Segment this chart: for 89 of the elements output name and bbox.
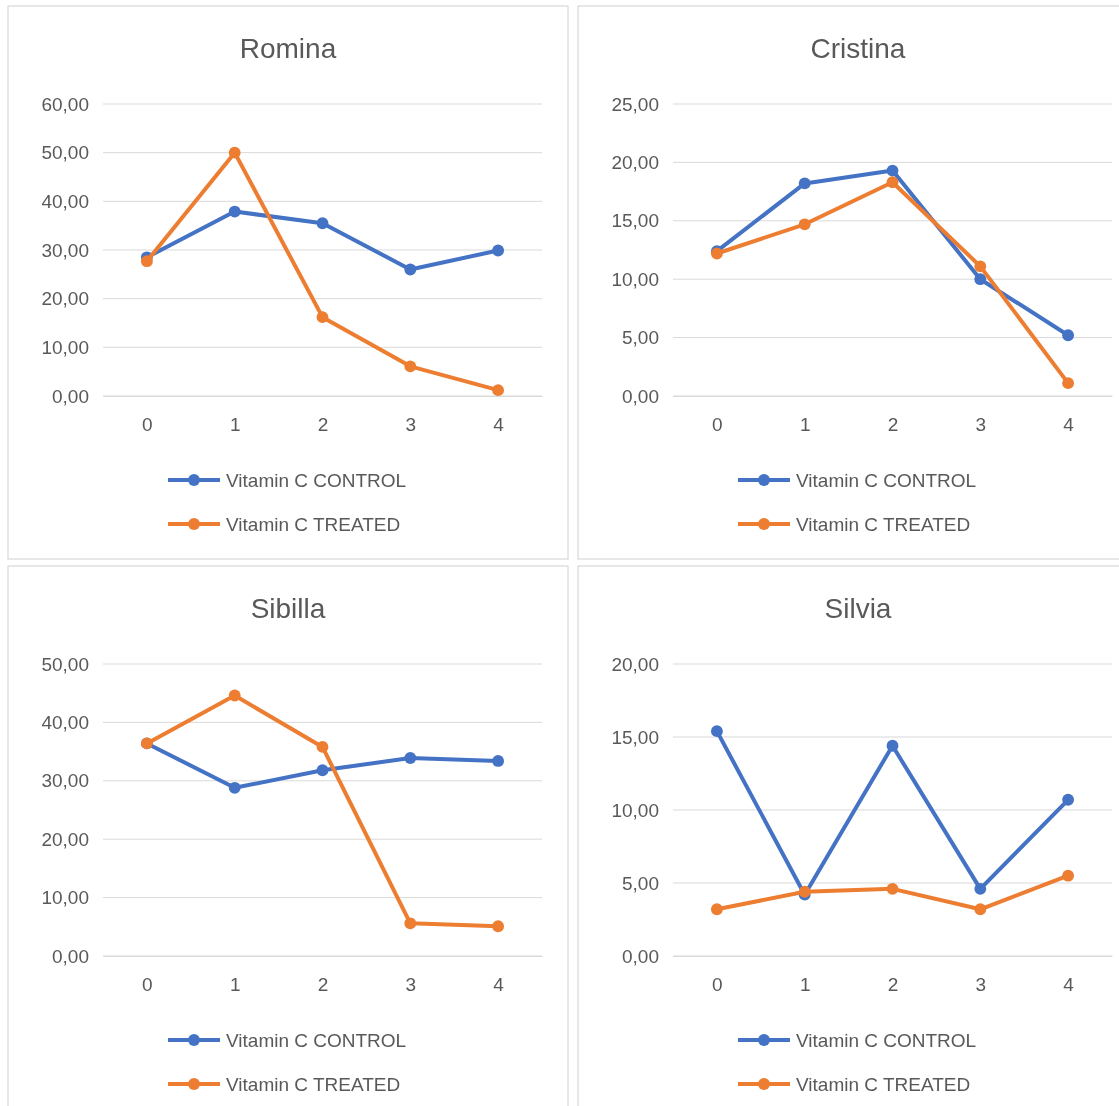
y-tick-label: 50,00	[41, 653, 89, 675]
legend-label: Vitamin C CONTROL	[796, 1029, 977, 1051]
x-tick-label: 4	[1063, 414, 1075, 436]
x-tick-label: 1	[799, 974, 811, 996]
point	[404, 360, 417, 373]
point	[974, 882, 987, 895]
x-tick-label: 3	[405, 974, 417, 996]
y-tick-label: 20,00	[611, 151, 659, 173]
legend-label: Vitamin C CONTROL	[796, 469, 977, 491]
y-tick-label: 0,00	[622, 385, 659, 407]
y-tick-label: 20,00	[611, 653, 659, 675]
point	[710, 725, 723, 738]
point	[228, 781, 241, 794]
x-tick-label: 2	[887, 974, 899, 996]
point	[404, 263, 417, 276]
x-tick-label: 3	[975, 414, 987, 436]
chart-title: Silvia	[824, 593, 892, 624]
point	[228, 146, 241, 159]
point	[316, 764, 329, 777]
chart-title: Cristina	[810, 33, 906, 64]
x-tick-label: 0	[142, 974, 153, 996]
x-tick-label: 0	[712, 974, 723, 996]
x-tick-label: 1	[229, 974, 241, 996]
point	[710, 903, 723, 916]
y-tick-label: 5,00	[622, 872, 659, 894]
point	[492, 755, 505, 767]
legend-label: Vitamin C TREATED	[226, 1073, 401, 1095]
y-tick-label: 10,00	[41, 887, 89, 909]
point	[1062, 869, 1075, 882]
point	[886, 739, 899, 752]
point	[404, 917, 417, 930]
y-tick-label: 50,00	[41, 142, 89, 164]
x-tick-label: 1	[799, 414, 811, 436]
y-tick-label: 30,00	[41, 239, 89, 261]
point	[1062, 329, 1075, 342]
point	[974, 273, 987, 286]
x-tick-label: 0	[712, 414, 723, 436]
y-tick-label: 10,00	[611, 799, 659, 821]
point	[316, 217, 329, 230]
legend-label: Vitamin C TREATED	[796, 1073, 971, 1095]
y-tick-label: 0,00	[52, 385, 89, 407]
legend-label: Vitamin C CONTROL	[226, 1029, 407, 1051]
chart-title: Romina	[239, 33, 337, 64]
point	[886, 882, 899, 895]
y-tick-label: 15,00	[611, 210, 659, 232]
point	[1062, 377, 1075, 390]
x-tick-label: 4	[493, 974, 505, 996]
x-tick-label: 0	[142, 414, 153, 436]
x-tick-label: 3	[405, 414, 417, 436]
y-tick-label: 30,00	[41, 770, 89, 792]
point	[404, 752, 417, 764]
point	[316, 311, 329, 324]
point	[492, 384, 505, 397]
point	[974, 260, 987, 273]
point	[492, 244, 505, 257]
y-tick-label: 0,00	[52, 945, 89, 967]
point	[886, 164, 899, 177]
y-tick-label: 40,00	[41, 711, 89, 733]
x-tick-label: 3	[975, 974, 987, 996]
point	[798, 218, 811, 231]
y-tick-label: 10,00	[611, 268, 659, 290]
chart-title: Sibilla	[250, 593, 326, 624]
x-tick-label: 4	[493, 414, 505, 436]
point	[492, 920, 505, 933]
y-tick-label: 20,00	[41, 288, 89, 310]
point	[316, 741, 329, 753]
y-tick-label: 15,00	[611, 726, 659, 748]
point	[228, 689, 241, 702]
y-tick-label: 60,00	[41, 93, 89, 115]
y-tick-label: 40,00	[41, 190, 89, 212]
y-tick-label: 5,00	[622, 327, 659, 349]
y-tick-label: 10,00	[41, 336, 89, 358]
x-tick-label: 2	[317, 414, 329, 436]
legend-label: Vitamin C TREATED	[226, 513, 401, 535]
point	[1062, 793, 1075, 806]
point	[140, 255, 153, 268]
y-tick-label: 20,00	[41, 828, 89, 850]
legend-label: Vitamin C CONTROL	[226, 469, 407, 491]
legend-label: Vitamin C TREATED	[796, 513, 971, 535]
point	[974, 903, 987, 916]
y-tick-label: 0,00	[622, 945, 659, 967]
point	[886, 176, 899, 189]
y-tick-label: 25,00	[611, 93, 659, 115]
x-tick-label: 1	[229, 414, 241, 436]
point	[798, 177, 811, 190]
x-tick-label: 2	[887, 414, 899, 436]
x-tick-label: 4	[1063, 974, 1075, 996]
point	[228, 205, 241, 218]
x-tick-label: 2	[317, 974, 329, 996]
